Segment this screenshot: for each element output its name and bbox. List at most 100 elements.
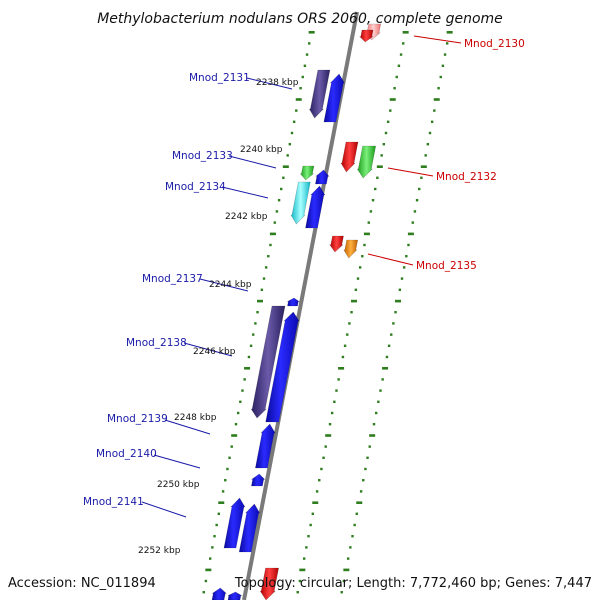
gene-mnod-2134-a[interactable]	[290, 181, 311, 225]
major-tick	[356, 501, 363, 504]
minor-tick	[236, 411, 240, 415]
gene-mnod-2133-b[interactable]	[315, 169, 330, 185]
minor-tick	[315, 490, 319, 493]
minor-tick	[247, 355, 251, 359]
minor-tick	[359, 490, 363, 493]
major-tick	[343, 568, 350, 572]
gene-bottom-b[interactable]	[227, 591, 243, 600]
gene-label-mnod-2134[interactable]: Mnod_2134	[165, 181, 226, 193]
kbp-label: 2252 kbp	[138, 546, 181, 556]
major-tick	[338, 367, 345, 370]
gene-label-mnod-2135[interactable]: Mnod_2135	[416, 260, 477, 272]
gene-mnod-2131-a[interactable]	[308, 69, 331, 119]
gene-mnod-2135-a[interactable]	[329, 235, 344, 253]
kbp-label: 2246 kbp	[193, 347, 236, 357]
minor-tick	[239, 400, 242, 403]
minor-tick	[402, 266, 406, 269]
minor-tick	[397, 64, 401, 67]
minor-tick	[363, 243, 366, 247]
minor-tick	[295, 109, 298, 112]
gene-bottom-red[interactable]	[259, 567, 279, 600]
minor-tick	[374, 187, 377, 191]
page-title: Methylobacterium nodulans ORS 2060, comp…	[97, 11, 503, 27]
minor-tick	[217, 512, 221, 515]
tick-tracks	[202, 31, 453, 594]
minor-tick	[426, 143, 430, 146]
minor-tick	[418, 187, 421, 191]
minor-tick	[337, 378, 340, 381]
gene-bottom-a[interactable]	[211, 587, 228, 600]
minor-tick	[298, 579, 302, 583]
minor-tick	[308, 42, 311, 45]
gene-mnod-2134-b[interactable]	[305, 185, 326, 229]
major-tick	[205, 568, 212, 572]
kbp-label: 2238 kbp	[256, 78, 299, 88]
major-tick	[325, 434, 332, 437]
minor-tick	[371, 199, 375, 202]
leader-line	[228, 155, 277, 169]
minor-tick	[333, 400, 336, 403]
minor-tick	[346, 557, 350, 560]
minor-tick	[380, 154, 383, 157]
minor-tick	[430, 120, 434, 123]
gene-mnod-2131-b[interactable]	[323, 73, 345, 123]
minor-tick	[413, 210, 417, 213]
gene-mnod-2138-b[interactable]	[265, 311, 300, 423]
minor-tick	[389, 109, 392, 112]
minor-tick	[395, 75, 398, 79]
minor-tick	[439, 75, 442, 79]
gene-mnod-2138-a[interactable]	[250, 305, 286, 419]
minor-tick	[204, 579, 208, 583]
major-tick	[389, 98, 396, 101]
accession-text: Accession: NC_011894	[8, 576, 156, 591]
gene-label-mnod-2138[interactable]: Mnod_2138	[126, 337, 187, 349]
gene-label-mnod-2130[interactable]: Mnod_2130	[464, 38, 525, 50]
minor-tick	[256, 311, 259, 314]
leader-line	[387, 167, 434, 177]
gene-features	[211, 23, 382, 600]
minor-tick	[299, 87, 302, 90]
major-tick	[407, 232, 414, 236]
gene-mnod-2133-a[interactable]	[299, 165, 315, 181]
gene-mnod-2132-b[interactable]	[356, 145, 377, 179]
gene-label-mnod-2141[interactable]: Mnod_2141	[83, 496, 144, 508]
major-tick	[282, 165, 289, 168]
minor-tick	[399, 53, 403, 56]
gene-mnod-2140[interactable]	[250, 473, 266, 487]
minor-tick	[428, 131, 432, 135]
gene-mnod-2132-a[interactable]	[340, 141, 359, 173]
gene-mnod-2141-a[interactable]	[223, 497, 246, 549]
minor-tick	[249, 344, 253, 347]
minor-tick	[433, 109, 436, 112]
minor-tick	[362, 479, 365, 482]
minor-tick	[252, 333, 255, 336]
minor-tick	[262, 277, 266, 280]
minor-tick	[228, 456, 231, 459]
minor-tick	[353, 523, 356, 527]
gene-mnod-2130-b[interactable]	[359, 29, 374, 43]
gene-label-mnod-2139[interactable]: Mnod_2139	[107, 413, 168, 425]
gene-mnod-2135-b[interactable]	[343, 239, 359, 259]
gene-label-mnod-2131[interactable]: Mnod_2131	[189, 72, 250, 84]
major-tick	[299, 568, 306, 572]
gene-label-mnod-2137[interactable]: Mnod_2137	[142, 273, 203, 285]
major-tick	[231, 434, 238, 437]
major-tick	[256, 299, 263, 303]
minor-tick	[374, 411, 378, 415]
major-tick	[394, 299, 401, 303]
gene-label-mnod-2140[interactable]: Mnod_2140	[96, 448, 157, 460]
minor-tick	[393, 87, 396, 90]
gene-mnod-2137[interactable]	[287, 297, 301, 307]
gene-label-mnod-2133[interactable]: Mnod_2133	[172, 150, 233, 162]
major-tick	[350, 299, 357, 303]
gene-mnod-2139[interactable]	[255, 423, 276, 469]
minor-tick	[377, 400, 380, 403]
gene-mnod-2141-b[interactable]	[238, 503, 261, 553]
minor-tick	[208, 557, 212, 560]
minor-tick	[318, 479, 321, 482]
minor-tick	[296, 591, 299, 594]
gene-label-mnod-2132[interactable]: Mnod_2132	[436, 171, 497, 183]
minor-tick	[211, 546, 214, 549]
